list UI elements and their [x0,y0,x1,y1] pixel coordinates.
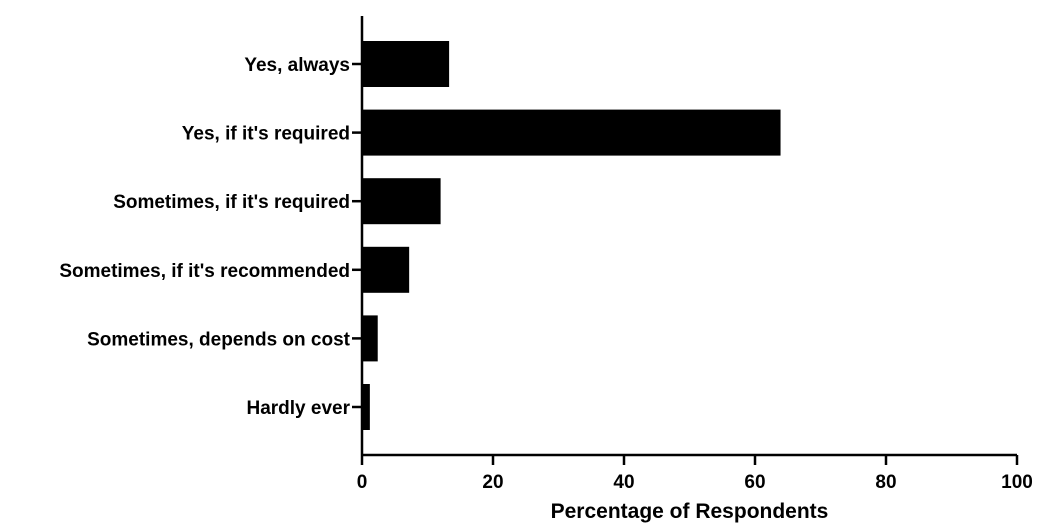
bar [362,41,450,87]
y-tick-label: Sometimes, if it's required [113,192,350,213]
bars-group [362,41,781,430]
x-axis-title: Percentage of Respondents [551,500,829,523]
x-tick-label: 100 [1001,472,1033,493]
bar [362,178,441,225]
y-tick-label: Yes, always [244,55,350,76]
bar [362,109,781,156]
y-tick-label: Sometimes, if it's recommended [59,261,350,282]
x-tick-label: 40 [613,472,634,493]
y-tick-label: Hardly ever [246,398,350,419]
x-tick-label: 0 [357,472,368,493]
bar [362,246,410,293]
bar [362,315,378,362]
x-tick-label: 20 [482,472,503,493]
x-tick-label: 80 [875,472,896,493]
y-axis: Yes, always Yes, if it's required Sometime… [59,16,364,455]
x-axis: 0 20 40 60 80 100 [357,453,1033,493]
y-tick-label: Sometimes, depends on cost [87,329,351,350]
y-tick-label: Yes, if it's required [182,124,350,145]
x-tick-label: 60 [744,472,765,493]
bar [362,384,370,430]
